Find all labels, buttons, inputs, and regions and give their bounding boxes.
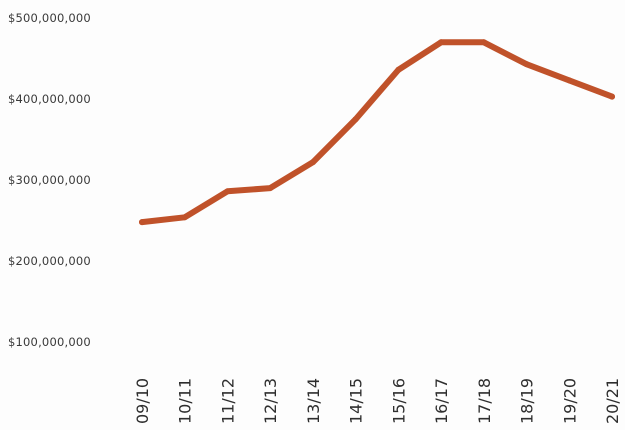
data-point [309,159,316,166]
data-point [609,93,615,100]
y-tick-label: $400,000,000 [8,92,91,106]
data-point [438,39,445,46]
series-line [139,39,615,226]
x-tick-label: 09/10 [133,378,152,424]
x-tick-label: 19/20 [560,378,579,424]
x-tick-label: 13/14 [304,378,323,424]
y-axis: $100,000,000 $200,000,000 $300,000,000 $400… [8,11,91,349]
y-tick-label: $300,000,000 [8,173,91,187]
x-tick-label: 17/18 [475,378,494,424]
x-tick-label: 14/15 [347,378,366,424]
x-tick-label: 10/11 [176,378,195,424]
y-tick-label: $500,000,000 [8,11,91,25]
x-tick-label: 12/13 [261,378,280,424]
y-tick-label: $100,000,000 [8,335,91,349]
x-tick-label: 20/21 [603,378,622,424]
data-point [566,77,573,84]
data-point [181,214,188,221]
data-point [395,66,402,73]
x-tick-label: 15/16 [389,378,408,424]
x-axis: 09/10 10/11 11/12 12/13 13/14 14/15 15/16 16/17… [133,378,622,424]
x-tick-label: 16/17 [432,378,451,424]
data-point [480,39,487,46]
x-tick-label: 11/12 [218,378,237,424]
data-point [224,188,231,195]
data-point [523,61,530,68]
y-tick-label: $200,000,000 [8,254,91,268]
plot-area [139,39,615,226]
x-tick-label: 18/19 [518,378,537,424]
data-point [267,185,274,192]
data-point [139,219,145,226]
data-point [352,116,359,123]
